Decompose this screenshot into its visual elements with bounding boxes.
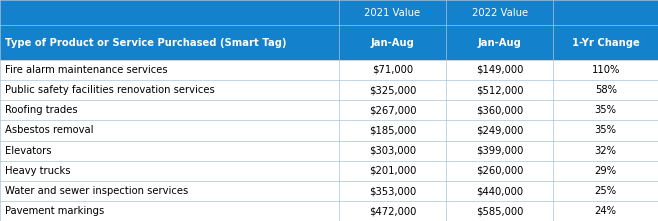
Text: $512,000: $512,000 [476, 85, 524, 95]
Bar [0, 0, 658, 25]
Text: $585,000: $585,000 [476, 206, 523, 216]
Text: 29%: 29% [595, 166, 617, 176]
Text: 24%: 24% [595, 206, 617, 216]
Text: 2021 Value: 2021 Value [365, 8, 420, 18]
Text: Water and sewer inspection services: Water and sewer inspection services [5, 186, 188, 196]
Text: 110%: 110% [592, 65, 620, 75]
Text: $149,000: $149,000 [476, 65, 523, 75]
Text: $325,000: $325,000 [369, 85, 416, 95]
Text: $472,000: $472,000 [369, 206, 416, 216]
Text: Jan-Aug: Jan-Aug [478, 38, 522, 48]
Text: $353,000: $353,000 [369, 186, 416, 196]
Text: Heavy trucks: Heavy trucks [5, 166, 70, 176]
Bar [0, 25, 658, 60]
Text: Pavement markings: Pavement markings [5, 206, 104, 216]
Text: $360,000: $360,000 [476, 105, 523, 115]
Text: Public safety facilities renovation services: Public safety facilities renovation serv… [5, 85, 215, 95]
Text: $260,000: $260,000 [476, 166, 523, 176]
Text: 35%: 35% [595, 105, 617, 115]
Text: Type of Product or Service Purchased (Smart Tag): Type of Product or Service Purchased (Sm… [5, 38, 286, 48]
Text: Elevators: Elevators [5, 146, 51, 156]
Text: 58%: 58% [595, 85, 617, 95]
Bar [0, 201, 658, 221]
Text: $267,000: $267,000 [368, 105, 417, 115]
Text: $185,000: $185,000 [369, 126, 416, 135]
Bar [0, 181, 658, 201]
Text: Roofing trades: Roofing trades [5, 105, 77, 115]
Bar [0, 141, 658, 161]
Text: $303,000: $303,000 [369, 146, 416, 156]
Text: 35%: 35% [595, 126, 617, 135]
Bar [0, 60, 658, 80]
Bar [0, 120, 658, 141]
Bar [0, 80, 658, 100]
Text: Asbestos removal: Asbestos removal [5, 126, 93, 135]
Bar [0, 100, 658, 120]
Text: Fire alarm maintenance services: Fire alarm maintenance services [5, 65, 167, 75]
Bar [0, 161, 658, 181]
Text: $201,000: $201,000 [369, 166, 416, 176]
Text: Jan-Aug: Jan-Aug [370, 38, 415, 48]
Text: $440,000: $440,000 [476, 186, 523, 196]
Text: 25%: 25% [595, 186, 617, 196]
Text: $71,000: $71,000 [372, 65, 413, 75]
Text: 2022 Value: 2022 Value [472, 8, 528, 18]
Text: 32%: 32% [595, 146, 617, 156]
Text: $399,000: $399,000 [476, 146, 523, 156]
Text: 1-Yr Change: 1-Yr Change [572, 38, 640, 48]
Text: $249,000: $249,000 [476, 126, 523, 135]
